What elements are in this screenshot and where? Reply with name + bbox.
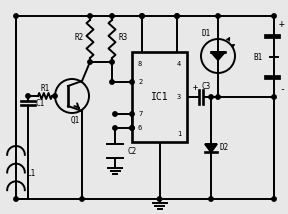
Text: C2: C2 [127, 147, 136, 156]
Polygon shape [211, 52, 225, 60]
Circle shape [272, 95, 276, 99]
Circle shape [272, 14, 276, 18]
Text: -: - [279, 84, 285, 94]
Circle shape [14, 14, 18, 18]
Circle shape [88, 60, 92, 64]
Circle shape [130, 80, 134, 84]
Circle shape [110, 14, 114, 18]
Circle shape [175, 14, 179, 18]
Circle shape [53, 94, 57, 98]
Circle shape [80, 197, 84, 201]
Text: 7: 7 [138, 111, 142, 117]
Text: B1: B1 [253, 52, 263, 61]
Text: 2: 2 [138, 79, 142, 85]
Circle shape [216, 95, 220, 99]
Circle shape [272, 197, 276, 201]
Text: 1: 1 [177, 131, 181, 137]
Text: C1: C1 [36, 98, 45, 107]
Text: IC1: IC1 [151, 92, 168, 102]
Circle shape [26, 94, 30, 98]
Text: Q1: Q1 [70, 116, 79, 125]
Circle shape [14, 197, 18, 201]
Text: L1: L1 [26, 168, 35, 177]
Text: D1: D1 [201, 28, 211, 37]
Circle shape [140, 14, 144, 18]
Text: +: + [279, 19, 285, 29]
Text: 6: 6 [138, 125, 142, 131]
Text: R1: R1 [40, 83, 50, 92]
Text: D2: D2 [220, 144, 229, 153]
Text: R2: R2 [74, 33, 84, 42]
Circle shape [113, 126, 117, 130]
Circle shape [110, 60, 114, 64]
Text: +: + [192, 83, 198, 92]
Circle shape [175, 14, 179, 18]
Circle shape [113, 112, 117, 116]
Circle shape [88, 14, 92, 18]
Bar [132, 52, 187, 142]
Text: 3: 3 [177, 94, 181, 100]
Circle shape [110, 80, 114, 84]
Circle shape [130, 126, 134, 130]
Text: R3: R3 [118, 33, 128, 42]
Text: 4: 4 [177, 61, 181, 67]
Circle shape [216, 14, 220, 18]
Circle shape [130, 112, 134, 116]
Circle shape [157, 197, 162, 201]
Text: C3: C3 [201, 82, 210, 91]
Circle shape [209, 95, 213, 99]
Circle shape [209, 197, 213, 201]
Text: 8: 8 [138, 61, 142, 67]
Circle shape [130, 126, 134, 130]
Polygon shape [205, 144, 217, 152]
Circle shape [140, 14, 144, 18]
